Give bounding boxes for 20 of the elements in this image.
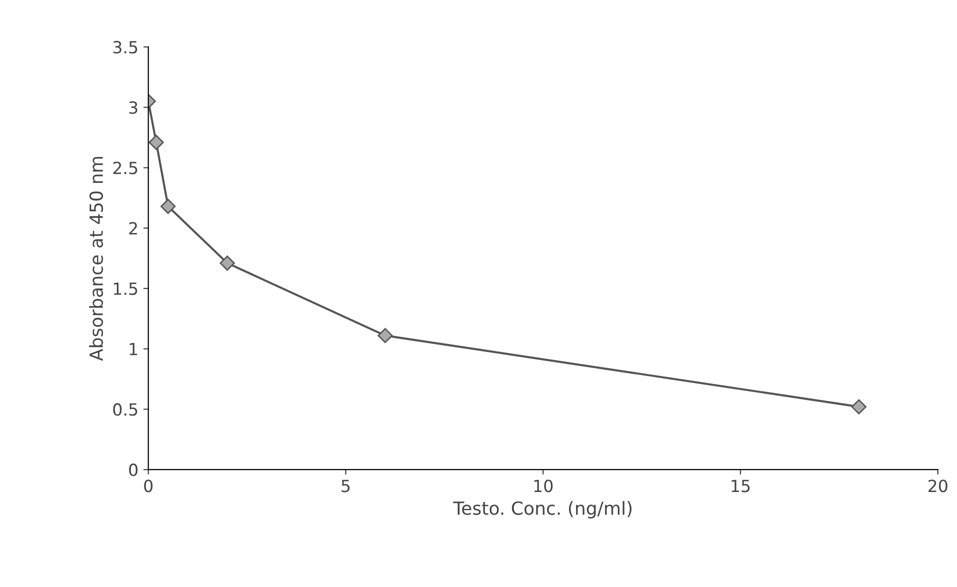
y-tick-label: 3 — [129, 101, 138, 114]
point — [160, 198, 176, 214]
y-tick-label: 1.5 — [114, 282, 138, 296]
y-tick-label: 2.5 — [113, 162, 138, 174]
x-tick-label: 15 — [732, 480, 750, 492]
x-tick-label: 5 — [342, 480, 350, 492]
x-tick-label: 0 — [144, 480, 153, 492]
x-tick-label: 10 — [534, 480, 553, 492]
x-tick-label: 20 — [928, 480, 948, 492]
y-tick-label: 1 — [130, 343, 138, 356]
point — [148, 134, 164, 150]
point — [378, 328, 393, 344]
y-tick-label: 0.5 — [113, 403, 138, 416]
point — [851, 399, 866, 414]
y-tick-label: 3.5 — [113, 40, 138, 54]
point — [220, 256, 235, 271]
y-tick-label: 2 — [129, 222, 137, 234]
x-axis-title: Testo. Conc. (ng/ml) — [453, 501, 632, 518]
y-axis-title: Absorbance at 450 nm — [89, 157, 104, 361]
y-tick-label: 0 — [129, 464, 138, 476]
